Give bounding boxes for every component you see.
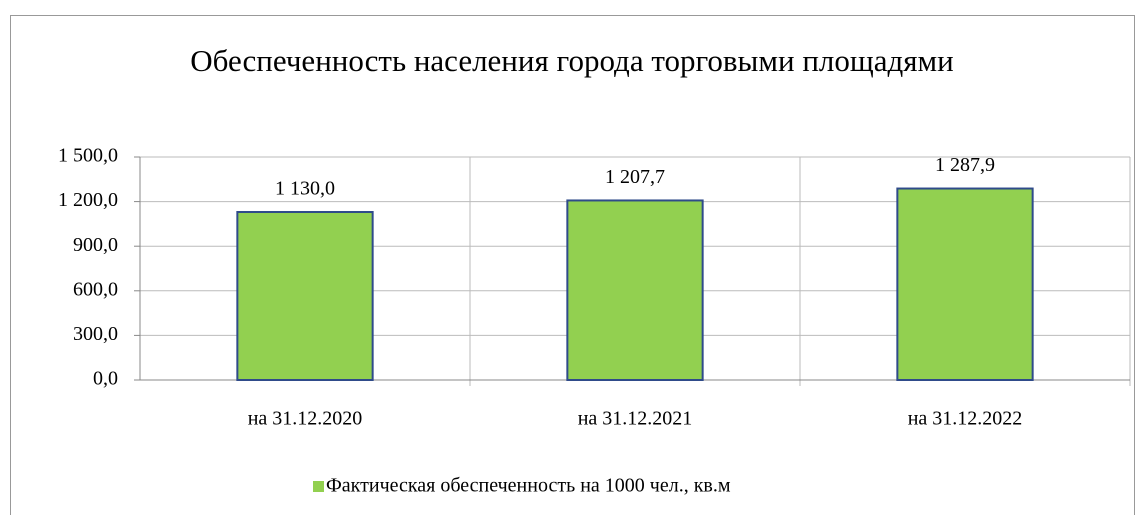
data-label: 1 130,0	[275, 178, 335, 200]
data-label: 1 207,7	[605, 166, 665, 188]
x-tick-label: на 31.12.2020	[248, 408, 363, 430]
bar	[896, 187, 1034, 381]
y-tick-label: 0,0	[93, 368, 118, 390]
y-tick-label: 300,0	[73, 323, 118, 345]
bar	[566, 199, 704, 381]
y-tick-label: 1 500,0	[58, 145, 118, 167]
bar	[236, 211, 374, 381]
y-tick-label: 600,0	[73, 278, 118, 300]
y-tick-label: 1 200,0	[58, 189, 118, 211]
legend-swatch	[313, 481, 324, 492]
y-tick-label: 900,0	[73, 234, 118, 256]
legend-label: Фактическая обеспеченность на 1000 чел.,…	[326, 475, 731, 497]
chart-title: Обеспеченность населения города торговым…	[190, 43, 954, 78]
x-tick-label: на 31.12.2022	[908, 408, 1023, 430]
x-tick-label: на 31.12.2021	[578, 408, 693, 430]
data-label: 1 287,9	[935, 154, 995, 176]
